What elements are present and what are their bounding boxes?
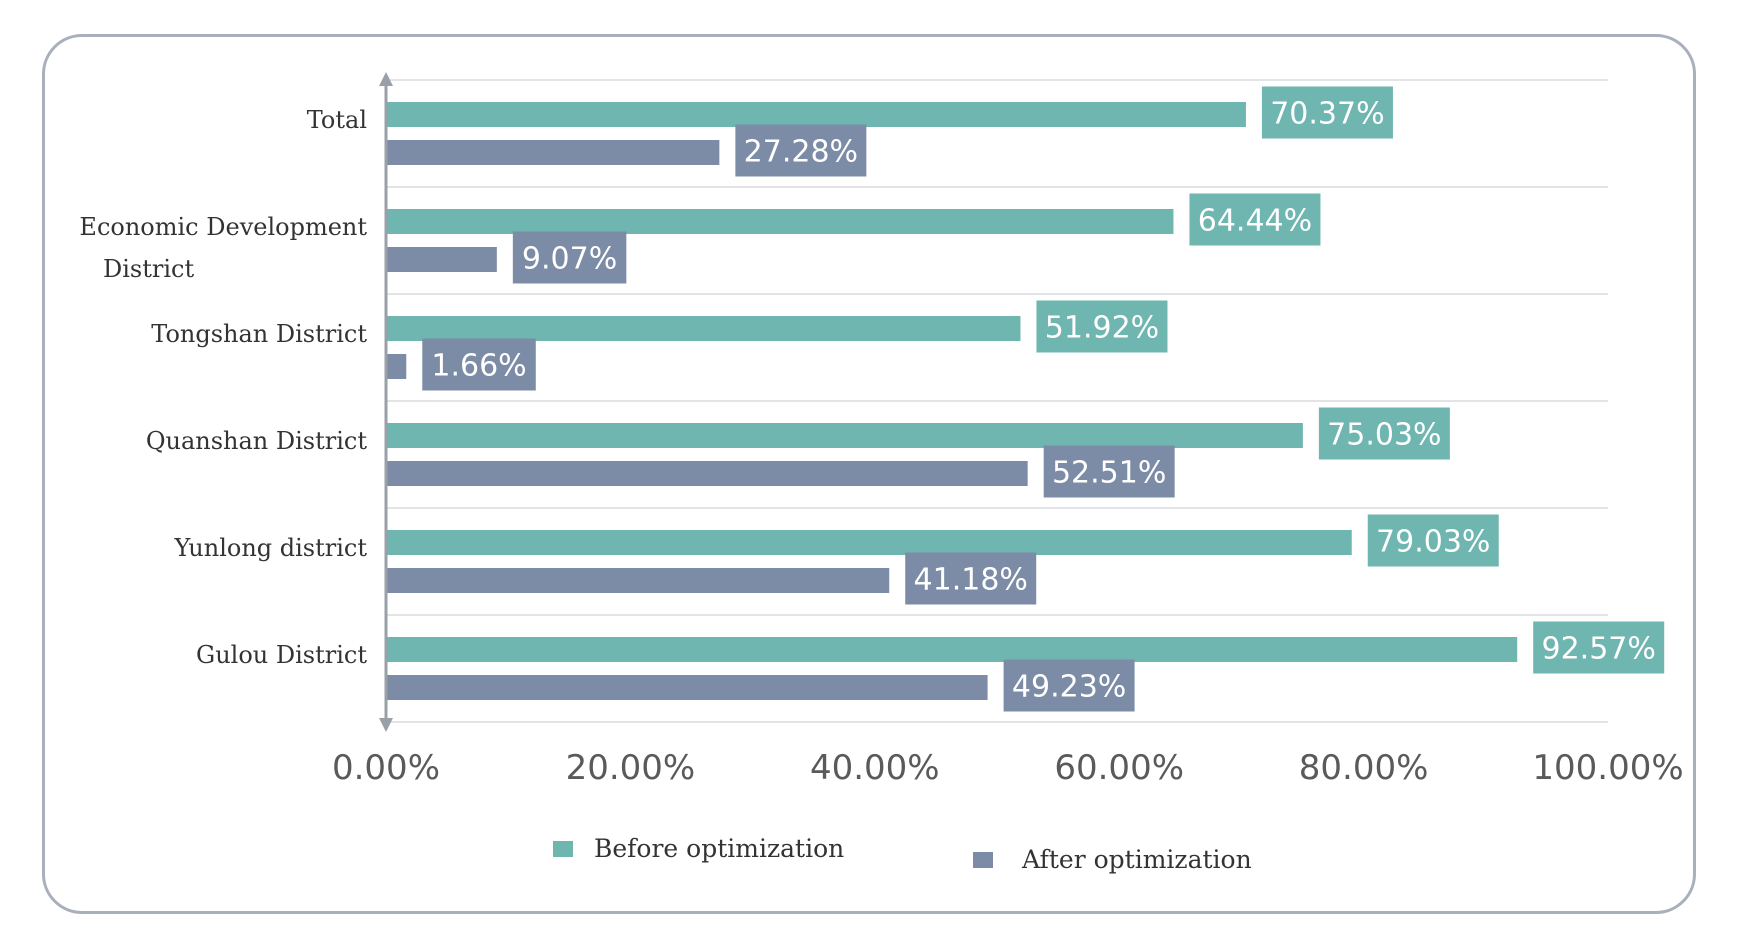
category-label: Tongshan District [151, 320, 367, 348]
data-label-after: 27.28% [744, 135, 858, 170]
bar-before [386, 637, 1518, 662]
bar-after [386, 140, 720, 165]
bar-before [386, 423, 1303, 448]
bar-before [386, 102, 1246, 127]
data-label-box-after [422, 338, 536, 391]
x-axis-tick-labels: 0.00% 20.00% 40.00% 60.00% 80.00% 100.00% [332, 748, 1684, 788]
bar-after [386, 675, 988, 700]
data-label-box-after [905, 552, 1037, 605]
bar-before [386, 316, 1021, 341]
x-tick-label: 40.00% [810, 748, 940, 788]
bar-after [386, 461, 1028, 486]
y-axis [379, 72, 393, 732]
bars: 70.37% 27.28% 64.44% 9.07% 51.92% 1.66% 75.03%… [386, 86, 1665, 712]
category-label: Economic Development District [79, 213, 367, 283]
data-label-box-before [1261, 86, 1393, 139]
legend-swatch-after [973, 852, 993, 868]
x-tick-label: 60.00% [1054, 748, 1184, 788]
category-labels: Total Economic Development District Tongsha… [79, 106, 367, 669]
data-label-box-before [1318, 407, 1450, 460]
data-label-after: 1.66% [431, 349, 526, 384]
bar-before [386, 209, 1174, 234]
data-label-before: 92.57% [1542, 632, 1656, 667]
data-label-after: 41.18% [914, 563, 1028, 598]
category-label: Total [307, 106, 367, 134]
category-label: Gulou District [196, 641, 367, 669]
data-label-before: 70.37% [1270, 97, 1384, 132]
data-label-box-after [512, 231, 627, 284]
x-tick-label: 80.00% [1299, 748, 1429, 788]
category-label: Quanshan District [146, 427, 368, 455]
category-label: Yunlong district [174, 534, 368, 562]
x-tick-label: 100.00% [1532, 748, 1683, 788]
y-axis-arrow-bottom [379, 718, 393, 732]
data-label-after: 49.23% [1012, 670, 1126, 705]
bar-before [386, 530, 1352, 555]
data-label-box-before [1533, 621, 1665, 674]
bar-after [386, 354, 407, 379]
bar-after [386, 247, 497, 272]
data-label-before: 51.92% [1045, 311, 1159, 346]
data-label-before: 79.03% [1376, 525, 1490, 560]
data-label-box-before [1036, 300, 1168, 353]
legend-label-after: After optimization [1021, 845, 1252, 874]
x-tick-label: 20.00% [566, 748, 696, 788]
gridlines [386, 79, 1608, 723]
legend-swatch-before [553, 841, 573, 857]
data-label-after: 9.07% [522, 242, 617, 277]
bar-after [386, 568, 890, 593]
data-label-box-before [1189, 193, 1321, 246]
data-label-after: 52.51% [1052, 456, 1166, 491]
data-label-box-after [1003, 659, 1135, 712]
data-label-before: 64.44% [1198, 204, 1312, 239]
data-label-before: 75.03% [1327, 418, 1441, 453]
legend-label-before: Before optimization [594, 834, 844, 863]
y-axis-arrow-top [379, 72, 393, 86]
data-label-box-after [735, 124, 867, 177]
x-tick-label: 0.00% [332, 748, 440, 788]
data-label-box-after [1043, 445, 1175, 498]
data-label-box-before [1367, 514, 1499, 567]
legend: Before optimization After optimization [553, 834, 1252, 874]
